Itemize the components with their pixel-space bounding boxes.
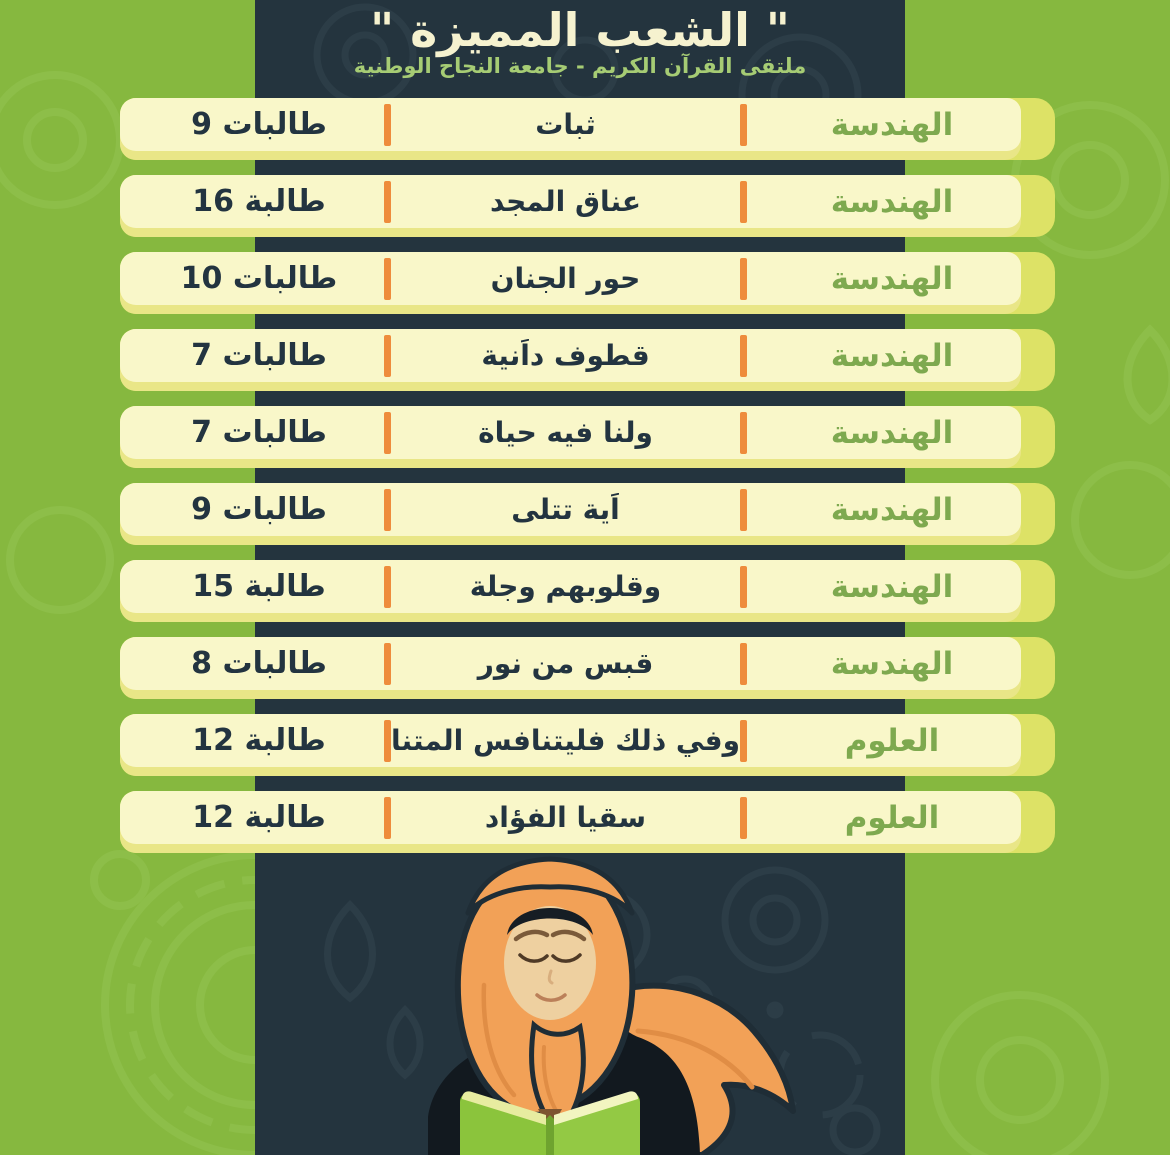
row-count: 7 طالبات — [191, 415, 327, 450]
woman-reading-illustration — [428, 856, 796, 1155]
separator — [384, 257, 391, 300]
row-count: 9 طالبات — [191, 107, 327, 142]
row-department: العلوم — [844, 799, 940, 836]
page-subtitle: ملتقى القرآن الكريم - جامعة النجاح الوطن… — [353, 53, 807, 78]
separator — [384, 488, 391, 531]
separator — [384, 642, 391, 685]
row-department: الهندسة — [830, 414, 954, 451]
bar-face — [120, 252, 1021, 305]
bar-face — [120, 406, 1021, 459]
table-row: العلوم وفي ذلك فليتنافس المتنافسون 12 طا… — [120, 714, 1055, 776]
row-department: الهندسة — [830, 183, 954, 220]
separator — [384, 103, 391, 146]
table-row: الهندسة وقلوبهم وجلة 15 طالبة — [120, 560, 1055, 622]
smile — [535, 993, 567, 1002]
separator — [740, 180, 747, 223]
separator — [384, 411, 391, 454]
bar-face — [120, 560, 1021, 613]
separator — [384, 565, 391, 608]
row-count: 8 طالبات — [191, 646, 327, 681]
hair — [507, 908, 593, 935]
row-count: 9 طالبات — [191, 492, 327, 527]
row-department: الهندسة — [830, 568, 954, 605]
separator — [384, 334, 391, 377]
table-row: الهندسة قبس من نور 8 طالبات — [120, 637, 1055, 699]
book-right-pages — [554, 1091, 638, 1125]
bar-face — [120, 329, 1021, 382]
bar-content: الهندسة اَية تتلى 9 طالبات — [120, 483, 1055, 536]
row-department: العلوم — [844, 722, 940, 759]
book-right-cover — [554, 1092, 640, 1155]
page-title: " الشعب المميزة " — [370, 3, 790, 57]
closed-eyes — [518, 953, 582, 963]
separator — [740, 257, 747, 300]
row-department: الهندسة — [830, 491, 954, 528]
table-row: الهندسة عناق المجد 16 طالبة — [120, 175, 1055, 237]
table-row: العلوم سقيا الفؤاد 12 طالبة — [120, 791, 1055, 853]
row-name: قبس من نور — [477, 647, 654, 680]
row-count: 12 طالبة — [192, 800, 326, 835]
bar-content: الهندسة عناق المجد 16 طالبة — [120, 175, 1055, 228]
bar-face — [120, 714, 1021, 767]
rows: الهندسة ثبات 9 طالبات الهندسة عناق المجد… — [120, 98, 1055, 853]
separator — [740, 642, 747, 685]
bar-content: الهندسة ثبات 9 طالبات — [120, 98, 1055, 151]
separator — [384, 719, 391, 762]
separator — [740, 796, 747, 839]
row-department: الهندسة — [830, 645, 954, 682]
row-name: ثبات — [535, 108, 596, 141]
separator — [740, 719, 747, 762]
bar-face — [120, 175, 1021, 228]
separator — [740, 411, 747, 454]
row-name: حور الجنان — [490, 262, 641, 295]
bar-face — [120, 637, 1021, 690]
bar-content: الهندسة ولنا فيه حياة 7 طالبات — [120, 406, 1055, 459]
row-name: وقلوبهم وجلة — [469, 570, 662, 603]
row-name: قطوف داَنية — [481, 339, 650, 372]
separator — [384, 796, 391, 839]
row-department: الهندسة — [830, 260, 954, 297]
bar-face — [120, 483, 1021, 536]
table-row: الهندسة قطوف داَنية 7 طالبات — [120, 329, 1055, 391]
table-row: الهندسة ولنا فيه حياة 7 طالبات — [120, 406, 1055, 468]
row-name: وفي ذلك فليتنافس المتنافسون — [391, 724, 740, 757]
row-count: 12 طالبة — [192, 723, 326, 758]
bar-content: العلوم سقيا الفؤاد 12 طالبة — [120, 791, 1055, 844]
book-left-pages — [462, 1091, 546, 1125]
bar-content: الهندسة وقلوبهم وجلة 15 طالبة — [120, 560, 1055, 613]
separator — [740, 334, 747, 377]
bar-content: الهندسة حور الجنان 10 طالبات — [120, 252, 1055, 305]
row-name: سقيا الفؤاد — [484, 801, 647, 834]
separator — [740, 565, 747, 608]
table-row: الهندسة اَية تتلى 9 طالبات — [120, 483, 1055, 545]
row-name: عناق المجد — [489, 185, 642, 218]
row-count: 16 طالبة — [192, 184, 326, 219]
row-count: 15 طالبة — [192, 569, 326, 604]
row-name: ولنا فيه حياة — [478, 416, 653, 449]
bar-face — [120, 98, 1021, 151]
bar-content: الهندسة قبس من نور 8 طالبات — [120, 637, 1055, 690]
book-left-cover — [460, 1092, 546, 1155]
row-department: الهندسة — [830, 337, 954, 374]
row-department: الهندسة — [830, 106, 954, 143]
bar-content: العلوم وفي ذلك فليتنافس المتنافسون 12 طا… — [120, 714, 1055, 767]
table-row: الهندسة ثبات 9 طالبات — [120, 98, 1055, 160]
row-count: 10 طالبات — [180, 261, 338, 296]
row-count: 7 طالبات — [191, 338, 327, 373]
eyebrows — [513, 929, 587, 942]
separator — [384, 180, 391, 223]
header: " الشعب المميزة " ملتقى القرآن الكريم - … — [255, 0, 905, 78]
nose — [547, 969, 554, 985]
table-row: الهندسة حور الجنان 10 طالبات — [120, 252, 1055, 314]
bar-content: الهندسة قطوف داَنية 7 طالبات — [120, 329, 1055, 382]
bar-face — [120, 791, 1021, 844]
row-name: اَية تتلى — [511, 493, 620, 526]
separator — [740, 103, 747, 146]
separator — [740, 488, 747, 531]
